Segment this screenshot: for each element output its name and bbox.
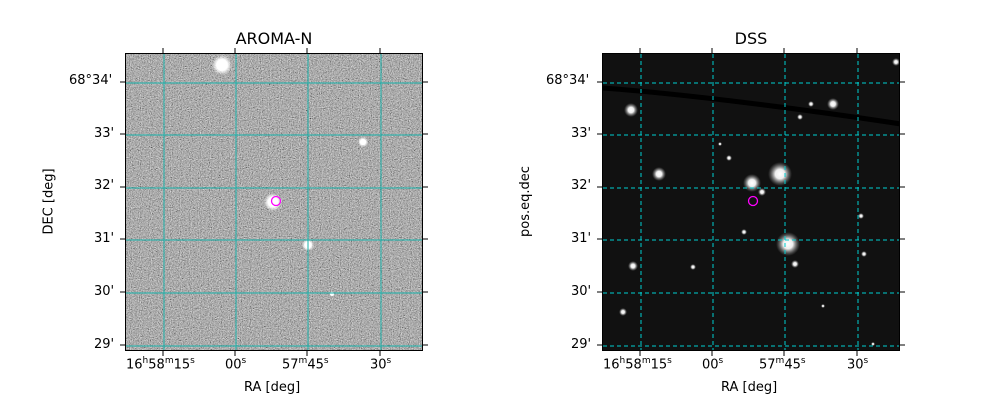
y-tick-label: 68°34' [546, 73, 590, 88]
y-tick-label: 30' [571, 284, 592, 299]
x-tick-label: 30s [847, 356, 869, 373]
y-tick-label: 32' [94, 178, 115, 193]
aroma-n-panel: AROMA-N [41, 29, 428, 395]
panel-title: DSS [734, 29, 768, 48]
x-tick-label: 16h58m15s [126, 356, 195, 373]
x-axis-label: RA [deg] [244, 380, 301, 395]
y-tick-label: 31' [94, 231, 115, 246]
coordinate-grid [603, 54, 899, 350]
x-tick-label: 30s [370, 356, 392, 373]
aroma-n-image [125, 53, 423, 351]
x-tick-label: 16h58m15s [603, 356, 672, 373]
y-tick-label: 68°34' [69, 73, 113, 88]
target-marker [747, 195, 759, 207]
sky-background [603, 54, 899, 350]
stars [619, 58, 899, 346]
x-tick-label: 00s [225, 356, 247, 373]
y-tick-label: 31' [571, 231, 592, 246]
x-tick-label: 57m45s [759, 356, 806, 373]
x-tick-label: 00s [702, 356, 724, 373]
dss-svg [603, 54, 899, 350]
x-tick-label: 57m45s [282, 356, 329, 373]
panel-title: AROMA-N [235, 29, 313, 48]
star [358, 137, 368, 147]
x-axis-label: RA [deg] [721, 380, 778, 395]
star [212, 55, 232, 75]
target-marker [270, 195, 282, 207]
y-tick-label: 30' [94, 284, 115, 299]
y-axis-label: DEC [deg] [41, 168, 57, 235]
y-axis-label: pos.eq.dec [517, 166, 533, 237]
dss-panel: DSS [477, 0, 977, 400]
y-tick-label: 32' [571, 178, 592, 193]
star [264, 193, 282, 211]
dss-image [602, 53, 900, 351]
y-tick-label: 29' [571, 337, 592, 352]
satellite-trail [603, 85, 899, 127]
y-tick-label: 33' [94, 126, 115, 141]
aroma-n-svg [126, 54, 422, 350]
y-tick-label: 33' [571, 126, 592, 141]
coordinate-grid [126, 54, 422, 350]
y-tick-label: 29' [94, 337, 115, 352]
